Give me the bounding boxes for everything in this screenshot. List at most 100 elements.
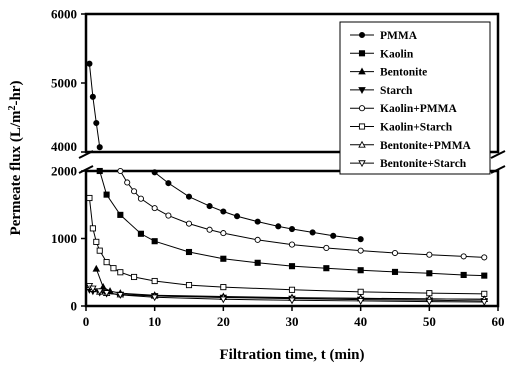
- data-point: [323, 265, 330, 272]
- legend-label: Kaolin: [380, 48, 414, 60]
- data-point: [96, 167, 103, 175]
- data-point: [481, 254, 488, 261]
- data-point: [323, 244, 330, 251]
- legend: PMMA Kaolin Bentonite Starch Kaolin+PMMA Kaol…: [339, 21, 491, 175]
- data-point: [288, 225, 296, 233]
- x-axis-title: Filtration time, t (min): [220, 347, 365, 363]
- data-point: [89, 285, 97, 293]
- data-point: [234, 213, 241, 220]
- legend-label: Kaolin+PMMA: [380, 103, 458, 115]
- series-line: [88, 197, 485, 295]
- data-point: [220, 230, 227, 237]
- series-line: [88, 63, 101, 148]
- data-point: [131, 273, 138, 281]
- data-point: [288, 241, 296, 248]
- data-point: [96, 144, 103, 151]
- data-point: [165, 180, 172, 187]
- y-tick-label: 1000: [51, 231, 77, 246]
- data-point: [116, 292, 125, 299]
- data-point: [150, 294, 159, 302]
- series-kaolin-pmma: [117, 167, 488, 261]
- data-point: [358, 67, 366, 75]
- data-point: [124, 179, 131, 186]
- data-point: [103, 191, 110, 198]
- legend-label: Kaolin+Starch: [380, 122, 453, 134]
- data-point: [391, 268, 399, 275]
- y-axis-title-main: Permeate flux (L/m: [8, 110, 24, 235]
- data-point: [357, 267, 364, 274]
- data-point: [288, 286, 296, 293]
- data-point: [206, 226, 213, 233]
- series-kaolin-starch: [86, 194, 488, 297]
- data-point: [99, 283, 107, 290]
- data-point: [391, 249, 399, 257]
- data-point: [460, 271, 467, 279]
- y-tick-label: 2000: [51, 164, 77, 179]
- series-kaolin: [96, 167, 488, 279]
- legend-item: Starch: [350, 85, 413, 97]
- data-point: [358, 140, 366, 148]
- y-tick-label: 4000: [51, 139, 77, 154]
- data-point: [93, 238, 100, 245]
- legend-item: Bentonite+Starch: [350, 158, 467, 170]
- data-point: [358, 105, 366, 112]
- data-point: [92, 264, 101, 272]
- legend-item: Kaolin+PMMA: [350, 103, 458, 115]
- data-point: [358, 123, 366, 130]
- x-tick-label: 50: [423, 314, 436, 329]
- data-point: [275, 223, 282, 230]
- series-line: [99, 170, 485, 277]
- series-pmma: [86, 60, 364, 243]
- x-tick-label: 0: [83, 314, 90, 329]
- legend-label: PMMA: [380, 30, 418, 42]
- data-point: [151, 277, 158, 285]
- data-point: [480, 299, 489, 307]
- data-point: [358, 87, 366, 94]
- y-tick-label: 5000: [51, 76, 77, 91]
- data-point: [356, 298, 365, 305]
- data-point: [185, 220, 193, 227]
- data-point: [110, 265, 117, 272]
- data-point: [460, 253, 467, 260]
- legend-label: Bentonite+Starch: [380, 158, 467, 170]
- x-tick-label: 20: [217, 314, 230, 329]
- y-axis-title-superscript: 2: [7, 106, 18, 111]
- data-point: [89, 225, 96, 232]
- data-point: [185, 193, 193, 200]
- legend-item: PMMA: [350, 30, 418, 42]
- legend-label: Bentonite: [380, 67, 427, 79]
- axis-break-mark-left-bottom: [78, 165, 94, 174]
- plot-frame-lower: [84, 169, 500, 308]
- x-tick-label: 60: [492, 314, 505, 329]
- y-tick-label: 0: [71, 299, 78, 314]
- series-group: [85, 60, 489, 307]
- data-point: [151, 238, 158, 245]
- x-tick-label: 30: [286, 314, 299, 329]
- data-point: [185, 248, 193, 256]
- data-point: [137, 195, 144, 202]
- data-point: [117, 269, 124, 276]
- series-line: [89, 285, 485, 303]
- data-point: [426, 251, 433, 258]
- data-point: [254, 236, 261, 243]
- data-point: [185, 282, 193, 289]
- data-point: [220, 208, 227, 215]
- data-point: [254, 218, 261, 225]
- axis-break-mark-right-top: [490, 150, 506, 159]
- data-point: [357, 288, 364, 295]
- data-point: [206, 203, 213, 210]
- data-point: [151, 169, 158, 176]
- y-axis-title: Permeate flux (L/m2-hr): [7, 81, 24, 236]
- data-point: [220, 284, 227, 291]
- legend-item: Bentonite: [350, 67, 427, 79]
- y-axis-title-tail: -hr): [8, 81, 24, 106]
- data-point: [102, 290, 111, 297]
- data-point: [103, 259, 110, 266]
- data-point: [357, 247, 364, 254]
- data-point: [96, 247, 103, 254]
- data-point: [481, 272, 488, 279]
- data-point: [358, 50, 366, 57]
- x-tick-label: 40: [354, 314, 367, 329]
- data-point: [220, 255, 227, 262]
